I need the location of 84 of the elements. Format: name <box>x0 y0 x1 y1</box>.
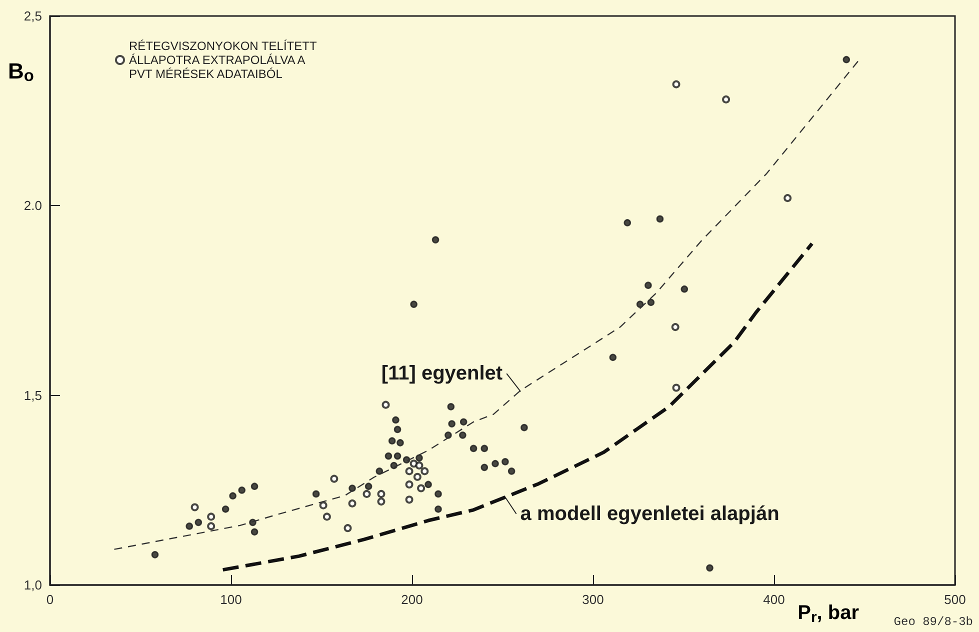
point <box>680 285 688 293</box>
point <box>672 80 680 88</box>
point <box>417 484 426 492</box>
point <box>609 354 617 362</box>
point <box>344 524 352 532</box>
point <box>151 551 159 558</box>
x-tick-label: 0 <box>46 592 54 607</box>
point <box>434 505 442 513</box>
point <box>480 444 488 452</box>
legend-label: RÉTEGVISZONYOKON TELÍTETT ÁLLAPOTRA EXTRAPOLÁLVA A PVT MÉRÉSEK ADATAIBÓL <box>129 39 318 81</box>
point <box>384 452 392 460</box>
point <box>459 432 466 439</box>
annotation: a modell egyenletei alapján <box>520 502 780 525</box>
point <box>784 194 792 202</box>
point <box>222 505 230 513</box>
point <box>392 416 400 424</box>
point <box>671 323 680 332</box>
point <box>207 512 216 521</box>
point <box>394 452 402 460</box>
point <box>348 484 356 492</box>
point <box>348 499 356 508</box>
point <box>364 482 372 490</box>
point <box>229 492 236 500</box>
annotation: [11] egyenlet <box>381 362 503 385</box>
point <box>396 439 404 446</box>
point <box>706 564 714 572</box>
x-tick-label: 400 <box>763 592 785 607</box>
point <box>647 298 655 306</box>
point <box>413 472 422 481</box>
point <box>405 496 414 504</box>
point <box>492 460 499 468</box>
y-tick-label: 2,5 <box>24 8 42 24</box>
point <box>250 482 258 490</box>
y-tick-label: 1,5 <box>24 388 42 403</box>
point <box>644 282 652 289</box>
point <box>470 444 478 452</box>
point <box>480 464 488 472</box>
point <box>238 486 246 494</box>
point <box>362 490 371 498</box>
line-series <box>221 242 814 572</box>
point <box>672 384 680 392</box>
point <box>448 420 456 428</box>
point <box>394 426 402 434</box>
point <box>186 522 194 530</box>
x-tick-label: 500 <box>944 592 966 607</box>
y-tick-label: 1,0 <box>24 578 42 592</box>
point <box>508 468 516 475</box>
point <box>520 424 528 432</box>
point <box>312 490 320 498</box>
point <box>377 490 386 498</box>
point <box>424 480 432 488</box>
point <box>416 454 423 462</box>
x-tick-label: 200 <box>401 592 423 607</box>
point <box>420 467 429 476</box>
point <box>207 522 216 530</box>
point <box>322 512 331 521</box>
point <box>377 498 386 506</box>
point <box>434 490 442 498</box>
point <box>656 215 664 223</box>
point <box>319 501 328 510</box>
point <box>250 528 258 536</box>
point <box>382 400 390 409</box>
point <box>842 56 850 64</box>
x-tick-label: 100 <box>220 592 242 607</box>
x-tick-label: 300 <box>582 592 604 607</box>
point <box>388 437 396 444</box>
point <box>330 474 338 483</box>
point <box>410 460 418 468</box>
point <box>194 518 202 526</box>
point <box>190 503 199 512</box>
point <box>636 300 644 308</box>
point <box>460 418 468 426</box>
point <box>447 403 455 410</box>
point <box>376 468 384 475</box>
point <box>410 300 418 308</box>
text: Geo 89/8-3b <box>894 615 974 629</box>
point <box>624 219 632 226</box>
point <box>405 467 414 476</box>
point <box>405 480 414 488</box>
point <box>415 462 424 470</box>
point <box>432 236 440 244</box>
point <box>502 458 509 466</box>
point <box>722 95 730 104</box>
y-tick-label: 2.0 <box>24 198 42 214</box>
